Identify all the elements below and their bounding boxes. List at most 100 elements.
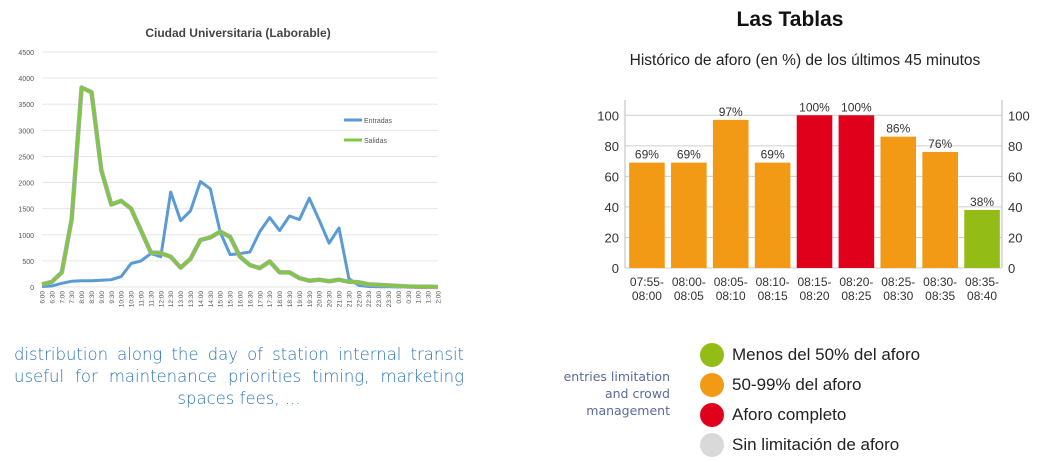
x-tick-label: 08:35 [925, 289, 955, 303]
bar [880, 136, 917, 268]
x-tick-label: 8:00 [79, 291, 86, 304]
bar [922, 151, 958, 268]
x-tick-label: 08:15 [758, 289, 788, 303]
x-tick-label: 08:30 [883, 289, 913, 303]
data-label: 76% [928, 137, 952, 151]
green-dot-icon [700, 343, 724, 367]
legend-label: Entradas [364, 118, 393, 125]
data-label: 69% [677, 148, 701, 162]
gray-dot-icon [700, 433, 724, 457]
x-tick-label: 9:00 [99, 291, 106, 304]
x-tick-label: 17:30 [267, 291, 274, 308]
x-tick-label: 12:30 [168, 291, 175, 308]
data-label: 97% [719, 105, 743, 119]
x-tick-label: 08:00 [632, 289, 662, 303]
x-tick-label: 08:10 [716, 289, 746, 303]
x-tick-label: 17:00 [257, 291, 264, 308]
bar [838, 115, 875, 268]
y-tick-label: 3000 [18, 128, 34, 135]
y-tick-label: 2500 [18, 154, 34, 161]
x-tick-label: 07:55- [630, 275, 664, 289]
x-tick-label: 13:00 [178, 291, 185, 308]
bar [964, 209, 1000, 268]
x-tick-label: 08:40 [967, 289, 997, 303]
y-tick-label-left: 0 [612, 261, 619, 276]
y-tick-label-right: 20 [1008, 230, 1022, 245]
x-tick-label: 08:15- [797, 275, 831, 289]
legend-item-mid: 50-99% del aforo [700, 370, 920, 400]
y-tick-label: 1500 [18, 207, 34, 214]
x-tick-label: 20:30 [327, 291, 334, 308]
x-tick-label: 21:00 [337, 291, 344, 308]
x-tick-label: 1:00 [416, 291, 423, 304]
x-tick-label: 08:20 [799, 289, 829, 303]
aforo-legend: Menos del 50% del aforo 50-99% del aforo… [700, 340, 920, 460]
x-tick-label: 15:00 [218, 291, 225, 308]
x-tick-label: 20:00 [317, 291, 324, 308]
legend-label: Salidas [364, 138, 387, 145]
y-tick-label-right: 100 [1008, 108, 1030, 123]
x-tick-label: 14:30 [208, 291, 215, 308]
x-tick-label: 08:05- [714, 275, 748, 289]
x-tick-label: 1:30 [426, 291, 433, 304]
chart-subtitle: Histórico de aforo (en %) de los últimos… [629, 52, 981, 69]
bar [796, 115, 833, 268]
x-tick-label: 21:30 [346, 291, 353, 308]
data-label: 38% [970, 195, 994, 209]
bar-chart-aforo: 0 0 20 20 40 40 60 60 80 80 100 100 69% 07:55-08:00 69… [597, 100, 1030, 303]
x-tick-label: 7:00 [59, 291, 66, 304]
line-chart-ciudad-universitaria: Ciudad Universitaria (Laborable) 0 500 1000… [18, 26, 443, 308]
x-tick-label: 22:00 [356, 291, 363, 308]
x-tick-label: 10:30 [129, 291, 136, 308]
x-tick-label: 08:35- [965, 275, 999, 289]
x-tick-label: 2:00 [436, 291, 443, 304]
legend-item-none: Sin limitación de aforo [700, 430, 920, 460]
data-label: 69% [635, 148, 659, 162]
data-label: 100% [799, 100, 830, 114]
x-tick-label: 08:20- [839, 275, 873, 289]
bar [712, 119, 749, 268]
data-label: 69% [761, 148, 785, 162]
station-title: Las Tablas [736, 8, 844, 31]
x-tick-label: 6:00 [40, 291, 47, 304]
data-label: 100% [841, 100, 872, 114]
x-tick-label: 23:30 [386, 291, 393, 308]
x-tick-label: 22:30 [366, 291, 373, 308]
x-tick-label: 0:00 [396, 291, 403, 304]
left-caption: distribution along the day of station in… [14, 345, 464, 408]
x-tick-label: 19:30 [307, 291, 314, 308]
x-tick-label: 08:05 [674, 289, 704, 303]
legend-label: 50-99% del aforo [732, 375, 862, 394]
x-tick-label: 08:25- [881, 275, 915, 289]
x-tick-label: 14:00 [198, 291, 205, 308]
x-tick-label: 7:30 [69, 291, 76, 304]
legend-label: Menos del 50% del aforo [732, 345, 921, 364]
y-tick-label: 1000 [18, 233, 34, 240]
x-tick-label: 12:00 [158, 291, 165, 308]
x-tick-label: 16:00 [238, 291, 245, 308]
x-tick-label: 23:00 [376, 291, 383, 308]
x-tick-label: 6:30 [49, 291, 56, 304]
x-tick-label: 13:30 [188, 291, 195, 308]
x-tick-label: 0:30 [406, 291, 413, 304]
x-tick-label: 08:10- [756, 275, 790, 289]
legend-label: Sin limitación de aforo [732, 435, 900, 454]
y-tick-label: 4000 [18, 76, 34, 83]
y-tick-label-left: 20 [605, 230, 619, 245]
red-dot-icon [700, 403, 724, 427]
y-tick-label-left: 40 [605, 200, 619, 215]
chart-title: Ciudad Universitaria (Laborable) [145, 26, 330, 40]
y-tick-label: 500 [22, 259, 34, 266]
legend-item-full: Aforo completo [700, 400, 920, 430]
y-tick-label: 3500 [18, 102, 34, 109]
x-tick-label: 19:00 [297, 291, 304, 308]
x-tick-label: 18:00 [277, 291, 284, 308]
y-tick-label-right: 0 [1008, 261, 1015, 276]
bar [629, 162, 665, 268]
y-tick-label: 4500 [18, 50, 34, 57]
orange-dot-icon [700, 373, 724, 397]
data-label: 86% [886, 122, 910, 136]
y-tick-label-left: 100 [597, 108, 619, 123]
y-tick-label: 2000 [18, 181, 34, 188]
x-tick-label: 16:30 [247, 291, 254, 308]
